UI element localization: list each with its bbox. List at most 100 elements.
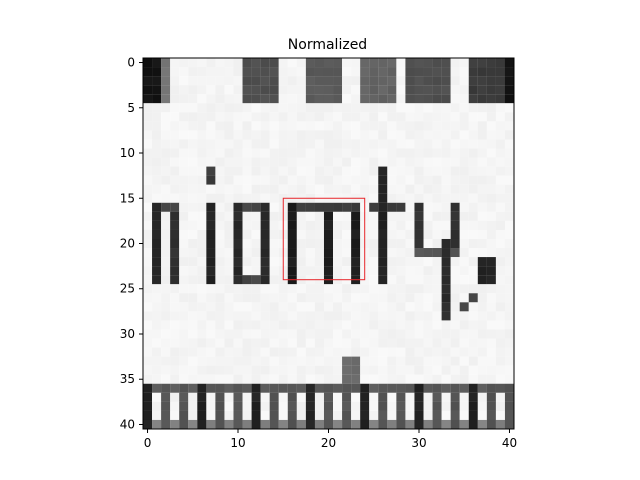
- heatmap-cell: [242, 121, 252, 131]
- heatmap-cell: [287, 410, 297, 421]
- heatmap-cell: [441, 320, 451, 330]
- heatmap-cell: [459, 329, 469, 339]
- heatmap-cell: [197, 383, 207, 393]
- heatmap-cell: [369, 266, 379, 276]
- heatmap-cell: [468, 410, 478, 421]
- heatmap-cell: [242, 211, 252, 221]
- heatmap-cell: [405, 248, 415, 258]
- heatmap-cell: [432, 266, 442, 276]
- heatmap-cell: [287, 121, 297, 131]
- heatmap-cell: [323, 365, 334, 375]
- heatmap-cell: [269, 184, 279, 194]
- heatmap-cell: [495, 311, 506, 321]
- heatmap-cell: [206, 175, 216, 185]
- heatmap-cell: [504, 76, 515, 86]
- heatmap-cell: [161, 248, 171, 258]
- heatmap-cell: [441, 266, 451, 276]
- heatmap-cell: [314, 175, 325, 185]
- heatmap-cell: [161, 347, 171, 357]
- heatmap-cell: [369, 284, 379, 294]
- heatmap-cell: [224, 211, 234, 221]
- heatmap-cell: [179, 419, 189, 430]
- heatmap-cell: [197, 202, 207, 212]
- heatmap-cell: [305, 229, 315, 240]
- heatmap-cell: [242, 365, 252, 375]
- heatmap-cell: [468, 275, 478, 285]
- heatmap-cell: [450, 211, 460, 221]
- heatmap-cell: [152, 148, 162, 158]
- heatmap-cell: [197, 94, 207, 104]
- heatmap-cell: [170, 76, 180, 86]
- heatmap-cell: [459, 238, 469, 249]
- heatmap-cell: [179, 410, 189, 421]
- heatmap-cell: [305, 302, 315, 312]
- heatmap-cell: [333, 320, 343, 330]
- heatmap-cell: [269, 139, 279, 149]
- heatmap-cell: [215, 85, 225, 95]
- heatmap-cell: [378, 166, 388, 176]
- heatmap-cell: [224, 320, 234, 330]
- heatmap-cell: [152, 130, 162, 140]
- heatmap-cell: [224, 356, 234, 366]
- heatmap-cell: [224, 220, 234, 230]
- heatmap-cell: [495, 112, 506, 122]
- heatmap-cell: [378, 248, 388, 258]
- heatmap-cell: [170, 419, 180, 430]
- heatmap-cell: [170, 248, 180, 258]
- heatmap-cell: [351, 419, 361, 430]
- heatmap-cell: [323, 220, 334, 230]
- heatmap-cell: [206, 374, 216, 384]
- heatmap-cell: [441, 220, 451, 230]
- heatmap-cell: [387, 284, 397, 294]
- heatmap-cell: [305, 347, 315, 357]
- heatmap-cell: [251, 293, 261, 303]
- heatmap-cell: [414, 184, 424, 194]
- heatmap-cell: [143, 311, 153, 321]
- heatmap-cell: [414, 229, 424, 240]
- heatmap-cell: [477, 356, 487, 366]
- heatmap-cell: [269, 157, 279, 167]
- heatmap-cell: [432, 220, 442, 230]
- heatmap-cell: [260, 275, 270, 285]
- heatmap-cell: [260, 85, 270, 95]
- heatmap-cell: [287, 229, 297, 240]
- heatmap-cell: [206, 112, 216, 122]
- heatmap-cell: [450, 410, 460, 421]
- heatmap-cell: [387, 293, 397, 303]
- heatmap-cell: [369, 383, 379, 393]
- heatmap-cell: [197, 284, 207, 294]
- heatmap-cell: [206, 257, 216, 267]
- heatmap-cell: [432, 365, 442, 375]
- heatmap-cell: [360, 365, 370, 375]
- heatmap-cell: [504, 383, 515, 393]
- heatmap-cell: [251, 220, 261, 230]
- heatmap-cell: [378, 311, 388, 321]
- heatmap-cell: [269, 266, 279, 276]
- heatmap-cell: [296, 130, 306, 140]
- heatmap-cell: [495, 329, 506, 339]
- heatmap-cell: [287, 257, 297, 267]
- heatmap-cell: [323, 347, 334, 357]
- heatmap-cell: [269, 419, 279, 430]
- heatmap-cell: [143, 383, 153, 393]
- heatmap-cell: [269, 392, 279, 402]
- heatmap-cell: [197, 401, 207, 411]
- heatmap-cell: [414, 238, 424, 249]
- heatmap-cell: [495, 410, 506, 421]
- heatmap-cell: [333, 139, 343, 149]
- heatmap-cell: [296, 175, 306, 185]
- heatmap-cell: [378, 58, 388, 68]
- heatmap-cell: [369, 175, 379, 185]
- heatmap-cell: [387, 229, 397, 240]
- heatmap-cell: [224, 338, 234, 348]
- heatmap-cell: [342, 166, 352, 176]
- heatmap-cell: [459, 94, 469, 104]
- heatmap-cell: [432, 238, 442, 249]
- heatmap-cell: [260, 302, 270, 312]
- heatmap-cell: [179, 383, 189, 393]
- heatmap-cell: [495, 220, 506, 230]
- heatmap-cell: [405, 103, 415, 113]
- heatmap-cell: [333, 121, 343, 131]
- heatmap-cell: [215, 284, 225, 294]
- heatmap-cell: [351, 121, 361, 131]
